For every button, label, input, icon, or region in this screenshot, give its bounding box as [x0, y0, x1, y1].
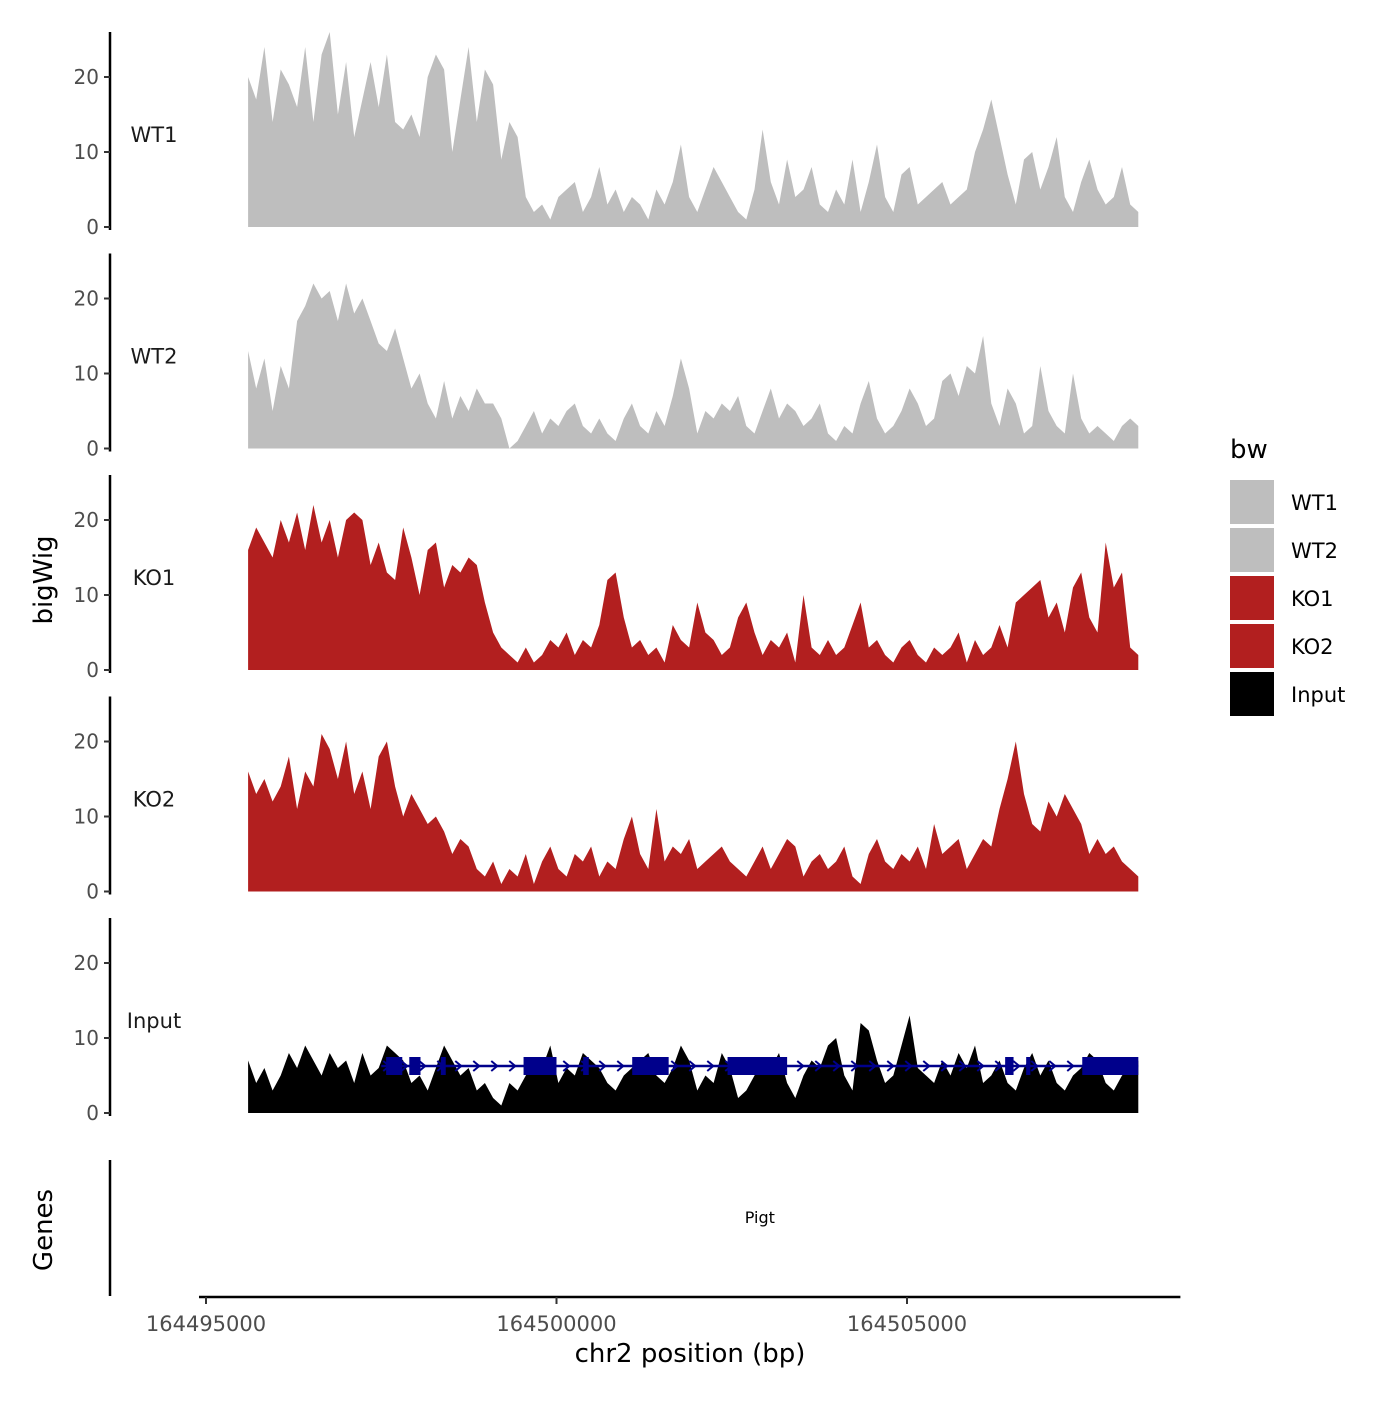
signal-area-wt1 — [248, 32, 1139, 227]
gene-exon — [409, 1057, 421, 1075]
genes-axis-title: Genes — [29, 1189, 59, 1271]
y-tick-label: 10 — [74, 362, 99, 386]
strand-arrow — [994, 1060, 1003, 1072]
track-wt2: 0 10 20 WT2 — [74, 253, 1139, 461]
legend-swatch — [1230, 480, 1274, 524]
strand-arrow — [508, 1060, 517, 1072]
legend-label: KO2 — [1291, 635, 1334, 659]
legend-swatch — [1230, 672, 1274, 716]
strand-arrow — [670, 1060, 679, 1072]
strand-arrow — [850, 1060, 859, 1072]
strand-arrow — [976, 1060, 985, 1072]
track-input: 0 10 20 Input — [74, 918, 1139, 1125]
signal-area-ko1 — [248, 505, 1139, 670]
legend-entry-ko1: KO1 — [1230, 576, 1334, 620]
x-axis-title: chr2 position (bp) — [575, 1339, 806, 1369]
signal-area-wt2 — [248, 283, 1139, 449]
track-label: KO1 — [133, 566, 176, 590]
x-tick-label: 164505000 — [847, 1312, 967, 1336]
y-tick-label: 20 — [74, 65, 99, 89]
strand-arrow — [562, 1060, 571, 1072]
strand-arrow — [940, 1060, 949, 1072]
strand-arrow — [922, 1060, 931, 1072]
track-label: KO2 — [133, 788, 176, 812]
strand-arrow — [472, 1060, 481, 1072]
legend-entry-wt1: WT1 — [1230, 480, 1338, 524]
gene-exon — [440, 1057, 446, 1075]
track-label: WT2 — [131, 345, 178, 369]
strand-arrow — [796, 1060, 805, 1072]
strand-arrow — [1066, 1060, 1075, 1072]
gene-pigt: Pigt — [381, 1057, 1139, 1227]
signal-area-ko2 — [248, 734, 1139, 892]
x-tick-label: 164500000 — [496, 1312, 616, 1336]
signal-area-input — [248, 1015, 1139, 1113]
y-tick-label: 0 — [86, 215, 99, 239]
strand-arrow — [1048, 1060, 1057, 1072]
legend-entry-ko2: KO2 — [1230, 624, 1334, 668]
y-tick-label: 0 — [86, 1101, 99, 1125]
strand-arrow — [616, 1060, 625, 1072]
legend-swatch — [1230, 576, 1274, 620]
y-tick-label: 20 — [74, 508, 99, 532]
track-ko1: 0 10 20 KO1 — [74, 475, 1139, 682]
legend-label: KO1 — [1291, 587, 1334, 611]
gene-name-label: Pigt — [745, 1208, 775, 1227]
strand-arrow — [490, 1060, 499, 1072]
y-tick-label: 20 — [74, 951, 99, 975]
legend-label: WT2 — [1291, 539, 1338, 563]
y-axis-title: bigWig — [29, 535, 59, 624]
gene-exon — [1026, 1057, 1031, 1075]
strand-arrow — [832, 1060, 841, 1072]
legend-title: bw — [1230, 435, 1268, 465]
legend-label: Input — [1291, 683, 1345, 707]
track-label: WT1 — [131, 123, 178, 147]
strand-arrow — [706, 1060, 715, 1072]
gene-exon — [583, 1057, 589, 1075]
legend-swatch — [1230, 624, 1274, 668]
gene-exon — [386, 1057, 403, 1075]
x-tick-label: 164495000 — [146, 1312, 266, 1336]
strand-arrow — [418, 1060, 427, 1072]
y-tick-label: 10 — [74, 1026, 99, 1050]
strand-arrow — [958, 1060, 967, 1072]
strand-arrow — [688, 1060, 697, 1072]
strand-arrow — [400, 1060, 409, 1072]
gene-exon — [523, 1057, 557, 1075]
x-axis: 164495000 164500000 164505000 — [146, 1295, 1181, 1336]
track-label: Input — [127, 1009, 181, 1033]
track-ko2: 0 10 20 KO2 — [74, 696, 1139, 904]
y-tick-label: 10 — [74, 805, 99, 829]
strand-arrow — [814, 1060, 823, 1072]
track-wt1: 0 10 20 WT1 — [74, 32, 1139, 239]
strand-arrow — [904, 1060, 913, 1072]
y-tick-label: 20 — [74, 730, 99, 754]
strand-arrow — [598, 1060, 607, 1072]
gene-exon — [727, 1057, 788, 1075]
y-tick-label: 10 — [74, 583, 99, 607]
legend-label: WT1 — [1291, 491, 1338, 515]
y-tick-label: 10 — [74, 140, 99, 164]
strand-arrow — [1030, 1060, 1039, 1072]
legend: WT1 WT2 KO1 KO2 Input — [1230, 480, 1345, 716]
strand-arrow — [454, 1060, 463, 1072]
y-tick-label: 0 — [86, 880, 99, 904]
gene-exon — [1082, 1057, 1139, 1075]
gene-panel: Pigt — [108, 1057, 1139, 1296]
strand-arrow — [886, 1060, 895, 1072]
y-tick-label: 0 — [86, 658, 99, 682]
strand-arrow — [1012, 1060, 1021, 1072]
legend-swatch — [1230, 528, 1274, 572]
y-tick-label: 20 — [74, 287, 99, 311]
gene-exon — [1005, 1057, 1014, 1075]
strand-arrow — [868, 1060, 877, 1072]
gene-exon — [632, 1057, 669, 1075]
legend-entry-input: Input — [1230, 672, 1345, 716]
track-panels: 0 10 20 WT1 0 10 20 WT2 0 10 20 KO1 0 10 20 KO2 0 10 20 Inp… — [74, 32, 1139, 1125]
y-tick-label: 0 — [86, 437, 99, 461]
legend-entry-wt2: WT2 — [1230, 528, 1338, 572]
